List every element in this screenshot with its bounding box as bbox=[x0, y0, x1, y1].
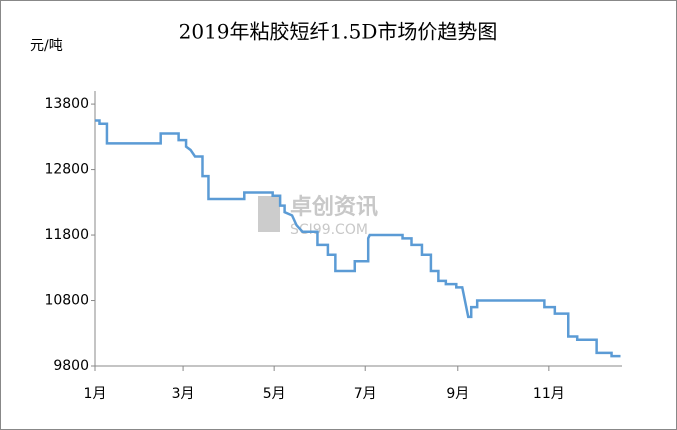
watermark-icon bbox=[258, 196, 280, 232]
y-tick-label: 12800 bbox=[44, 162, 89, 178]
watermark: 卓创资讯 bbox=[290, 195, 378, 220]
series-line bbox=[95, 119, 621, 358]
x-tick-label: 1月 bbox=[84, 386, 107, 402]
x-tick-label: 7月 bbox=[354, 386, 377, 402]
y-tick-label: 9800 bbox=[53, 358, 89, 374]
x-tick-label: 3月 bbox=[172, 386, 195, 402]
watermark-sub: SCI99.COM bbox=[290, 222, 368, 238]
chart-title: 2019年粘胶短纤1.5D市场价趋势图 bbox=[179, 20, 498, 44]
y-tick-label: 11800 bbox=[44, 227, 89, 243]
y-tick-label: 13800 bbox=[44, 96, 89, 112]
x-tick-label: 9月 bbox=[446, 386, 469, 402]
x-tick-label: 5月 bbox=[263, 386, 286, 402]
y-axis-label: 元/吨 bbox=[30, 38, 63, 54]
x-tick-label: 11月 bbox=[533, 386, 565, 402]
y-tick-label: 10800 bbox=[44, 293, 89, 309]
